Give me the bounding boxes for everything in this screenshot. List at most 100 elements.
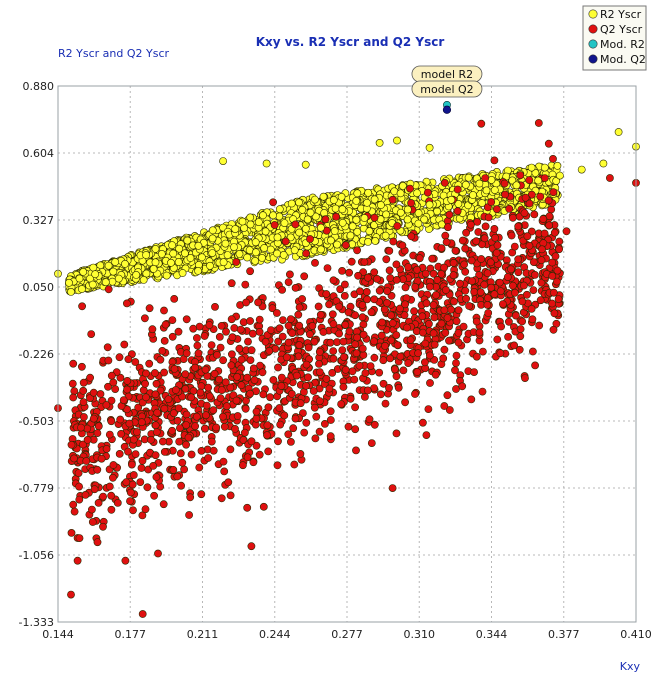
- legend-label: Q2 Yscr: [600, 23, 643, 36]
- q2-point: [398, 241, 407, 250]
- q2-point: [181, 384, 190, 393]
- q2-point: [282, 353, 291, 362]
- q2-point: [264, 447, 273, 456]
- q2-point: [547, 205, 556, 214]
- q2-point: [255, 315, 264, 324]
- q2-point: [341, 365, 350, 374]
- q2-point: [550, 228, 559, 237]
- q2-point: [304, 343, 313, 352]
- q2-point: [240, 428, 249, 437]
- r2-point: [319, 192, 328, 201]
- q2-point: [173, 472, 182, 481]
- q2-point: [453, 207, 462, 216]
- r2-point: [186, 254, 195, 262]
- q2-point: [107, 505, 116, 514]
- q2-point: [361, 369, 370, 377]
- q2-point: [107, 371, 116, 380]
- q2-point: [359, 330, 368, 339]
- q2-point: [549, 325, 558, 334]
- q2-point: [103, 343, 112, 352]
- r2-point: [269, 211, 277, 220]
- q2-point: [170, 294, 179, 303]
- r2-point: [65, 278, 73, 287]
- q2-point: [492, 248, 501, 257]
- y-tick-label: 0.604: [23, 147, 55, 160]
- q2-point: [339, 383, 348, 391]
- q2-point: [205, 321, 214, 329]
- q2-point: [370, 295, 379, 304]
- q2-point: [295, 341, 304, 349]
- q2-point: [440, 402, 449, 410]
- q2-point: [335, 329, 343, 338]
- q2-point: [231, 424, 239, 433]
- q2-point: [392, 260, 401, 269]
- q2-point: [352, 349, 361, 358]
- r2-point: [251, 248, 260, 257]
- q2-point: [392, 275, 401, 284]
- q2-point: [321, 215, 330, 224]
- q2-point: [115, 449, 124, 458]
- q2-point: [312, 412, 321, 421]
- q2-point: [358, 344, 367, 353]
- q2-point: [548, 299, 556, 308]
- q2-point: [224, 478, 233, 487]
- r2-point: [246, 213, 255, 222]
- q2-point: [158, 437, 167, 446]
- q2-point: [302, 249, 310, 258]
- r2-point: [91, 270, 100, 279]
- q2-point: [81, 490, 90, 499]
- q2-point: [322, 290, 331, 298]
- q2-point: [315, 368, 324, 376]
- q2-point: [314, 302, 323, 311]
- r2-point: [338, 205, 347, 214]
- q2-point: [133, 428, 141, 436]
- q2-point: [219, 457, 228, 466]
- q2-point: [193, 341, 202, 350]
- q2-point: [366, 362, 375, 370]
- q2-point: [131, 358, 140, 366]
- q2-point: [484, 213, 493, 222]
- q2-point: [536, 296, 545, 305]
- q2-point: [386, 354, 394, 363]
- q2-point: [274, 437, 282, 446]
- q2-point: [462, 228, 470, 237]
- q2-point: [109, 473, 117, 482]
- q2-point: [401, 283, 410, 292]
- q2-point: [431, 370, 440, 379]
- q2-point: [442, 238, 451, 246]
- r2-point: [168, 241, 176, 250]
- q2-point: [160, 404, 169, 413]
- q2-point: [180, 465, 188, 474]
- q2-point: [109, 461, 118, 469]
- y-tick-label: -0.226: [19, 348, 54, 361]
- q2-point: [269, 198, 277, 207]
- x-tick-labels: 0.144 0.177 0.211 0.244 0.277 0.310 0.344 0.377…: [42, 628, 652, 641]
- legend-label: Mod. R2: [600, 38, 645, 51]
- q2-point: [504, 317, 513, 326]
- r2-point: [461, 180, 470, 189]
- q2-point: [351, 311, 359, 320]
- q2-point: [176, 449, 185, 458]
- q2-point: [129, 435, 138, 444]
- q2-point: [410, 307, 418, 316]
- r2-point: [251, 256, 259, 265]
- r2-point: [464, 173, 473, 182]
- r2-point: [260, 244, 269, 252]
- q2-point: [539, 215, 548, 223]
- q2-point: [518, 317, 526, 326]
- q2-point: [241, 280, 250, 289]
- q2-point: [252, 407, 261, 416]
- q2-point: [348, 367, 357, 376]
- q2-point: [264, 403, 273, 412]
- q2-point: [156, 355, 165, 364]
- r2-point: [298, 205, 307, 214]
- r2-point: [273, 249, 281, 258]
- q2-point: [370, 420, 379, 429]
- r2-point: [235, 249, 244, 258]
- q2-point: [124, 447, 132, 456]
- q2-point: [107, 417, 116, 426]
- q2-point: [129, 506, 137, 515]
- r2-point: [280, 219, 289, 227]
- q2-point: [270, 221, 279, 229]
- q2-point: [153, 408, 162, 417]
